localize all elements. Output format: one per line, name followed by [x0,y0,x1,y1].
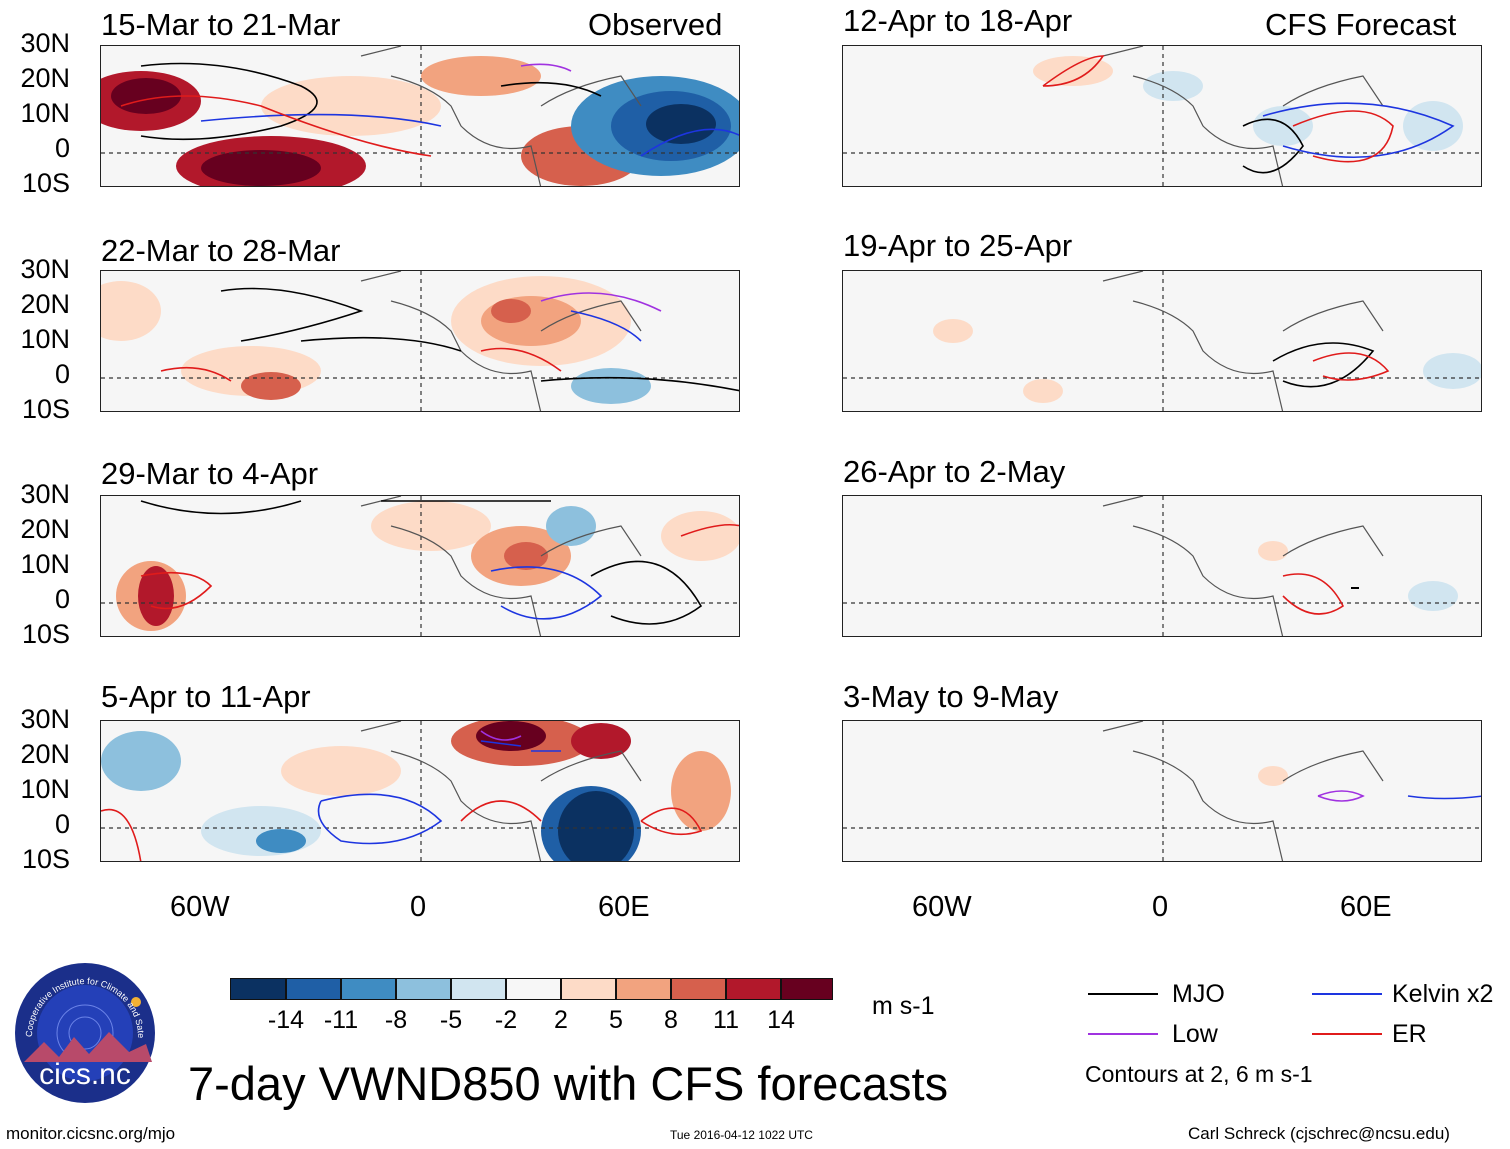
lat-label: 30N [20,479,70,509]
map-panel-fc1 [842,45,1482,187]
lat-label: 20N [20,63,70,93]
colorbar-swatch [506,978,561,1000]
colorbar-label: 14 [767,1006,795,1034]
panel-title-obs1: 15-Mar to 21-Mar [101,7,341,42]
lat-label: 20N [20,289,70,319]
logo-text: cics.nc [39,1058,131,1091]
panel-title-obs4: 5-Apr to 11-Apr [101,679,311,714]
map-obs2-graphic [101,271,739,411]
lat-label: 0 [54,584,70,614]
lon-label-obs: 60E [598,891,650,923]
colorbar-label: 8 [664,1006,678,1034]
colorbar-swatch [726,978,781,1000]
wind-shading [101,721,731,861]
legend-label-low: Low [1172,1020,1218,1048]
map-fc3-graphic [843,496,1481,636]
lat-label: 20N [20,514,70,544]
lat-label: 10S [21,394,70,424]
lat-label: 10N [20,774,70,804]
footer-timestamp: Tue 2016-04-12 1022 UTC [670,1128,813,1142]
panel-title-fc1: 12-Apr to 18-Apr [843,3,1073,38]
colorbar-swatch [616,978,671,1000]
colorbar-swatch [781,978,833,1000]
logo-graphic: Cooperative Institute for Climate and Sa… [11,954,155,1103]
wind-shading [116,501,739,631]
legend-line-mjo [1088,993,1158,995]
map-panel-fc3 [842,495,1482,637]
wind-shading [101,276,651,404]
colorbar-swatch [230,978,286,1000]
lat-label: 0 [54,133,70,163]
panel-title-obs2: 22-Mar to 28-Mar [101,233,341,268]
wind-shading [1258,766,1288,786]
map-fc2-graphic [843,271,1481,411]
lat-label: 10N [20,324,70,354]
map-panel-fc2 [842,270,1482,412]
map-panel-fc4 [842,720,1482,862]
colorbar-label: -2 [494,1006,518,1034]
cics-logo: Cooperative Institute for Climate and Sa… [11,954,156,1104]
map-panel-obs3 [100,495,740,637]
lat-label: 0 [54,359,70,389]
map-obs3-graphic [101,496,739,636]
colorbar-label: -14 [267,1006,305,1034]
lat-label: 20N [20,739,70,769]
footer-url[interactable]: monitor.cicsnc.org/mjo [6,1124,176,1143]
legend-line-kelvin [1312,993,1382,995]
lat-label: 30N [20,704,70,734]
map-obs1-graphic [101,46,739,186]
legend-label-mjo: MJO [1172,980,1225,1008]
observed-header: Observed [588,7,723,42]
lon-label-obs: 60W [170,891,230,923]
colorbar-swatch [286,978,341,1000]
colorbar-label: -5 [439,1006,463,1034]
lat-label: 10N [20,549,70,579]
lon-label-fc: 60W [912,891,972,923]
map-obs4-graphic [101,721,739,861]
colorbar-label: 5 [609,1006,623,1034]
map-fc4-graphic [843,721,1481,861]
colorbar-label: -8 [384,1006,408,1034]
map-panel-obs2 [100,270,740,412]
lon-label-fc: 60E [1340,891,1392,923]
footer-author: Carl Schreck (cjschrec@ncsu.edu) [1188,1124,1450,1143]
wind-shading [933,319,1481,403]
lat-label: 0 [54,809,70,839]
colorbar-label: 11 [713,1006,739,1034]
panel-title-fc2: 19-Apr to 25-Apr [843,228,1073,263]
colorbar-units: m s-1 [872,992,935,1020]
wind-shading [1033,56,1463,151]
colorbar-label: -11 [323,1006,359,1034]
forecast-header: CFS Forecast [1265,7,1457,42]
colorbar-swatch [451,978,506,1000]
panel-title-fc4: 3-May to 9-May [843,679,1059,714]
colorbar-swatch [341,978,396,1000]
lon-label-fc: 0 [1152,891,1169,923]
legend-label-kelvin: Kelvin x2 [1392,980,1494,1008]
lat-label: 10S [21,168,70,198]
colorbar-swatch [671,978,726,1000]
lat-label: 30N [20,28,70,58]
lat-label: 10S [21,619,70,649]
panel-title-fc3: 26-Apr to 2-May [843,454,1066,489]
map-panel-obs1 [100,45,740,187]
colorbar-swatch [561,978,616,1000]
colorbar-swatch [396,978,451,1000]
legend-note: Contours at 2, 6 m s-1 [1085,1061,1313,1087]
panel-title-obs3: 29-Mar to 4-Apr [101,456,319,491]
lat-label: 10N [20,98,70,128]
legend-line-low [1088,1033,1158,1035]
wind-shading [101,56,739,186]
map-fc1-graphic [843,46,1481,186]
map-panel-obs4 [100,720,740,862]
legend-label-er: ER [1392,1020,1427,1048]
legend-line-er [1312,1033,1382,1035]
lon-label-obs: 0 [410,891,427,923]
lat-label: 10S [21,844,70,874]
colorbar-label: 2 [554,1006,568,1034]
lat-label: 30N [20,254,70,284]
main-title: 7-day VWND850 with CFS forecasts [188,1057,949,1110]
